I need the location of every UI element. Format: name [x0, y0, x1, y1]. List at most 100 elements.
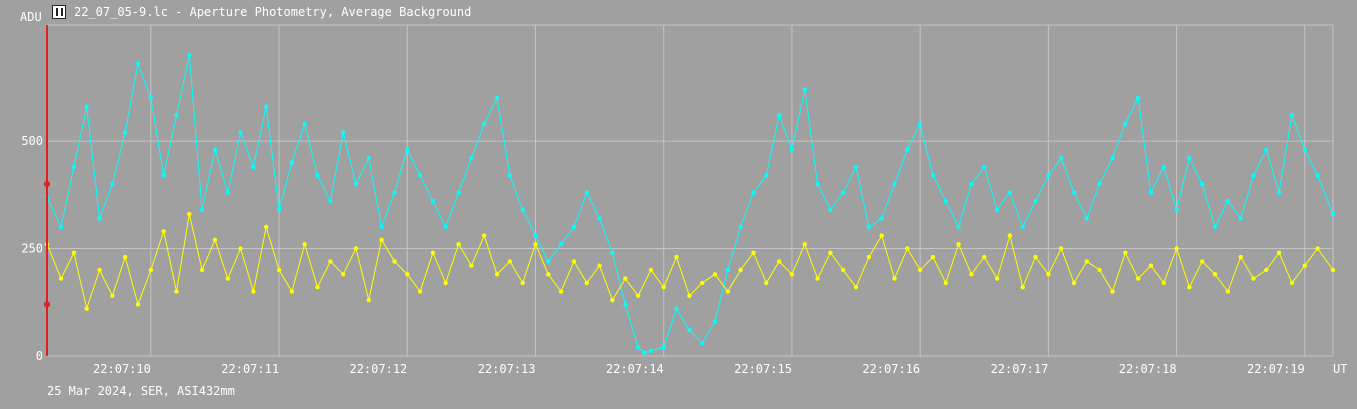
- data-point: [148, 95, 154, 101]
- series-layer: [44, 52, 1336, 355]
- data-point: [315, 285, 320, 290]
- data-point: [341, 272, 346, 277]
- data-point: [533, 242, 538, 247]
- data-point: [212, 147, 218, 152]
- data-point: [1084, 259, 1090, 264]
- cursor-marker[interactable]: [44, 181, 50, 188]
- data-point: [610, 297, 615, 303]
- data-point: [110, 181, 115, 187]
- data-point: [1071, 280, 1077, 286]
- y-axis-label: ADU: [20, 10, 42, 24]
- data-point: [84, 306, 89, 311]
- data-point: [97, 216, 102, 221]
- data-point: [328, 199, 333, 204]
- data-point: [417, 289, 423, 294]
- cursor-marker[interactable]: [44, 301, 50, 308]
- cursor-layer[interactable]: [44, 25, 50, 356]
- data-point: [1200, 181, 1205, 187]
- data-point: [379, 224, 384, 230]
- data-point: [161, 173, 166, 178]
- data-point: [584, 190, 589, 195]
- data-point: [302, 242, 307, 247]
- data-point: [1225, 289, 1231, 294]
- data-point: [841, 190, 846, 195]
- data-point: [1289, 280, 1295, 286]
- data-point: [905, 246, 910, 251]
- data-point: [199, 207, 205, 212]
- data-point: [1200, 259, 1205, 264]
- data-point: [648, 348, 654, 353]
- data-point: [187, 211, 192, 217]
- app-icon[interactable]: [52, 5, 66, 19]
- data-point: [1110, 289, 1115, 294]
- data-point: [1097, 267, 1102, 273]
- data-point: [341, 130, 346, 135]
- data-point: [405, 272, 410, 277]
- data-point: [776, 113, 782, 118]
- data-point: [135, 61, 141, 66]
- data-point: [1276, 190, 1282, 195]
- data-point: [866, 254, 872, 260]
- data-point: [71, 250, 77, 255]
- data-point: [520, 280, 525, 286]
- data-point: [1020, 285, 1025, 290]
- data-point: [905, 147, 910, 152]
- data-point: [1007, 190, 1013, 195]
- data-point: [1212, 272, 1218, 277]
- data-point: [494, 272, 500, 277]
- data-point: [584, 280, 589, 286]
- data-point: [1135, 276, 1141, 281]
- data-point: [879, 233, 884, 238]
- data-point: [969, 272, 974, 277]
- data-point: [430, 250, 436, 255]
- data-point: [776, 259, 782, 264]
- data-point: [84, 104, 89, 109]
- data-point: [982, 254, 987, 260]
- data-point: [1238, 216, 1243, 221]
- data-point: [443, 224, 448, 230]
- data-point: [302, 121, 307, 127]
- data-point: [148, 267, 154, 273]
- data-point: [853, 164, 859, 170]
- data-point: [764, 280, 769, 286]
- data-point: [841, 267, 846, 273]
- data-point: [430, 199, 436, 204]
- data-point: [1123, 121, 1128, 127]
- data-point: [994, 207, 1000, 212]
- data-point: [1264, 147, 1269, 152]
- data-point: [1302, 147, 1308, 152]
- data-point: [1071, 190, 1077, 195]
- data-point: [1033, 254, 1038, 260]
- x-axis-label: UT: [1333, 362, 1347, 376]
- data-point: [353, 181, 359, 187]
- x-tick-label: 22:07:17: [991, 362, 1049, 376]
- data-point: [930, 173, 936, 178]
- data-point: [507, 173, 513, 178]
- data-point: [558, 289, 564, 294]
- data-point: [892, 181, 897, 187]
- data-point: [1225, 199, 1231, 204]
- data-point: [1187, 285, 1192, 290]
- data-point: [1187, 156, 1192, 161]
- data-point: [956, 224, 961, 230]
- data-point: [969, 181, 974, 187]
- data-point: [1212, 224, 1218, 230]
- data-point: [1148, 263, 1154, 268]
- data-point: [623, 302, 628, 307]
- data-point: [264, 104, 269, 109]
- data-point: [712, 319, 718, 324]
- data-point: [1174, 246, 1179, 251]
- data-point: [1251, 276, 1256, 281]
- data-point: [71, 164, 77, 170]
- data-point: [1020, 224, 1025, 230]
- data-point: [456, 242, 461, 247]
- data-point: [507, 259, 513, 264]
- data-point: [135, 302, 141, 307]
- data-point: [828, 250, 833, 255]
- data-point: [828, 207, 833, 212]
- data-point: [1161, 280, 1167, 286]
- x-tick-label: 22:07:18: [1119, 362, 1177, 376]
- data-point: [789, 147, 795, 152]
- data-point: [700, 340, 705, 346]
